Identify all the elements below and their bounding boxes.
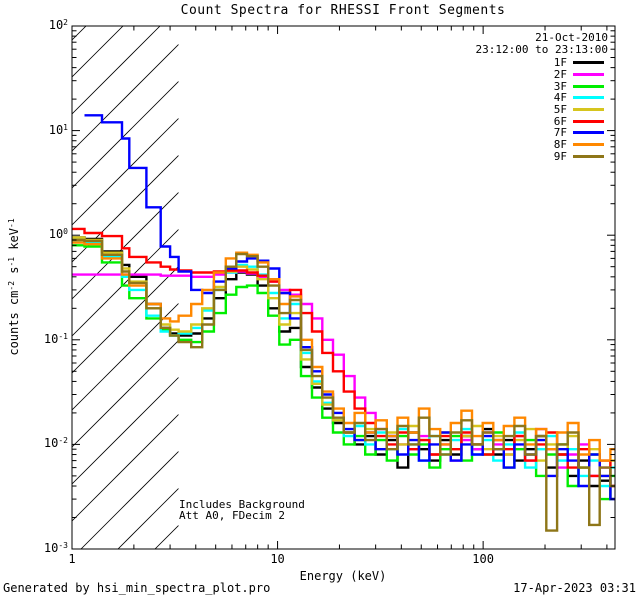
hatch-line [72,377,179,485]
hatch-line [72,414,179,522]
hatch-line [72,26,161,115]
hatch-line [72,26,87,41]
hatch-line [72,44,179,152]
plot-frame [71,25,616,550]
hatch-line [72,266,179,374]
series-curve-4F [72,238,615,488]
hatch-line [72,26,124,78]
series-curve-1F [72,236,615,501]
hatch-line [72,562,179,600]
hatch-line [154,525,179,549]
hatch-line [72,118,179,226]
hatch-line [72,81,179,189]
series-curve-9F [72,238,615,532]
series-group [72,114,615,532]
hatch-line [80,451,179,549]
series-curve-3F [72,244,615,501]
hatch-line [117,488,179,549]
hatch-region [72,26,179,600]
hatch-line [72,340,179,448]
series-curve-8F [72,241,615,462]
